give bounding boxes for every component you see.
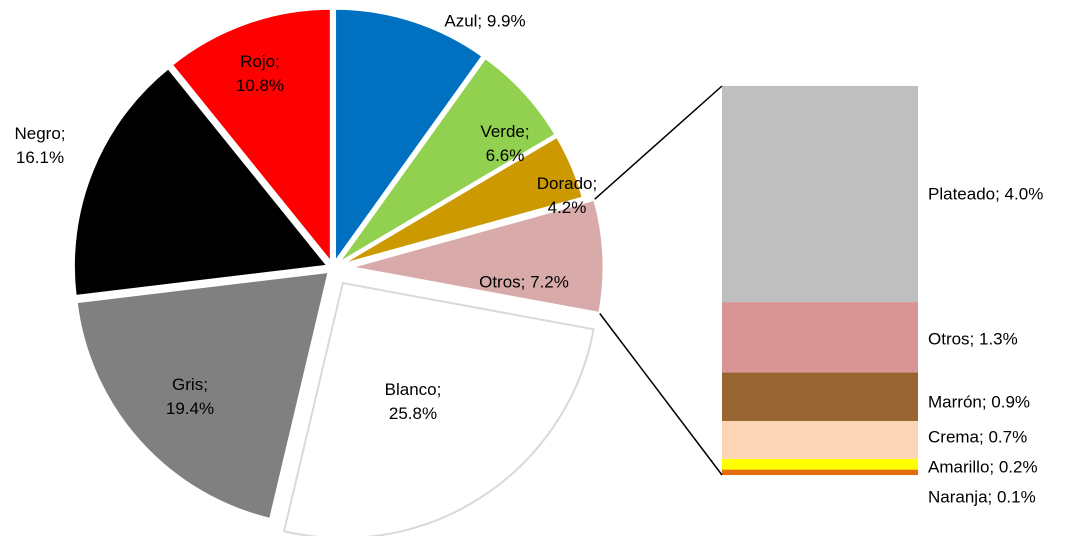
- data-label: Otros; 1.3%: [928, 329, 1018, 348]
- pie-slice: [169, 6, 333, 268]
- pie-slice: [336, 134, 586, 268]
- data-label: Marrón; 0.9%: [928, 392, 1030, 411]
- data-label: Negro; 16.1%: [14, 124, 65, 167]
- data-label: Rojo; 10.8%: [236, 52, 284, 95]
- data-label: Amarillo; 0.2%: [928, 457, 1038, 476]
- connector-line: [594, 85, 723, 200]
- connector-line: [599, 313, 723, 476]
- data-label: Verde; 6.6%: [480, 122, 529, 165]
- bar-segment: [722, 469, 918, 475]
- bar-segment: [722, 86, 918, 303]
- pie-slice: [71, 65, 332, 299]
- pie-slice: [74, 269, 332, 522]
- data-label: Dorado; 4.2%: [537, 174, 597, 217]
- data-label: Crema; 0.7%: [928, 427, 1027, 446]
- bar-segment: [722, 458, 918, 470]
- bar-segment: [722, 420, 918, 459]
- pie-slice: [282, 281, 595, 536]
- bar-segment: [722, 372, 918, 421]
- data-label: Gris; 19.4%: [166, 375, 214, 418]
- data-label: Naranja; 0.1%: [928, 487, 1036, 506]
- data-label: Otros; 7.2%: [479, 272, 569, 291]
- pie-slice: [333, 6, 486, 268]
- data-label: Plateado; 4.0%: [928, 184, 1043, 203]
- pie-slice: [335, 55, 559, 266]
- data-label: Azul; 9.9%: [444, 11, 525, 30]
- pie-slice: [348, 197, 606, 316]
- bar-segment: [722, 302, 918, 373]
- data-label: Blanco; 25.8%: [385, 380, 442, 423]
